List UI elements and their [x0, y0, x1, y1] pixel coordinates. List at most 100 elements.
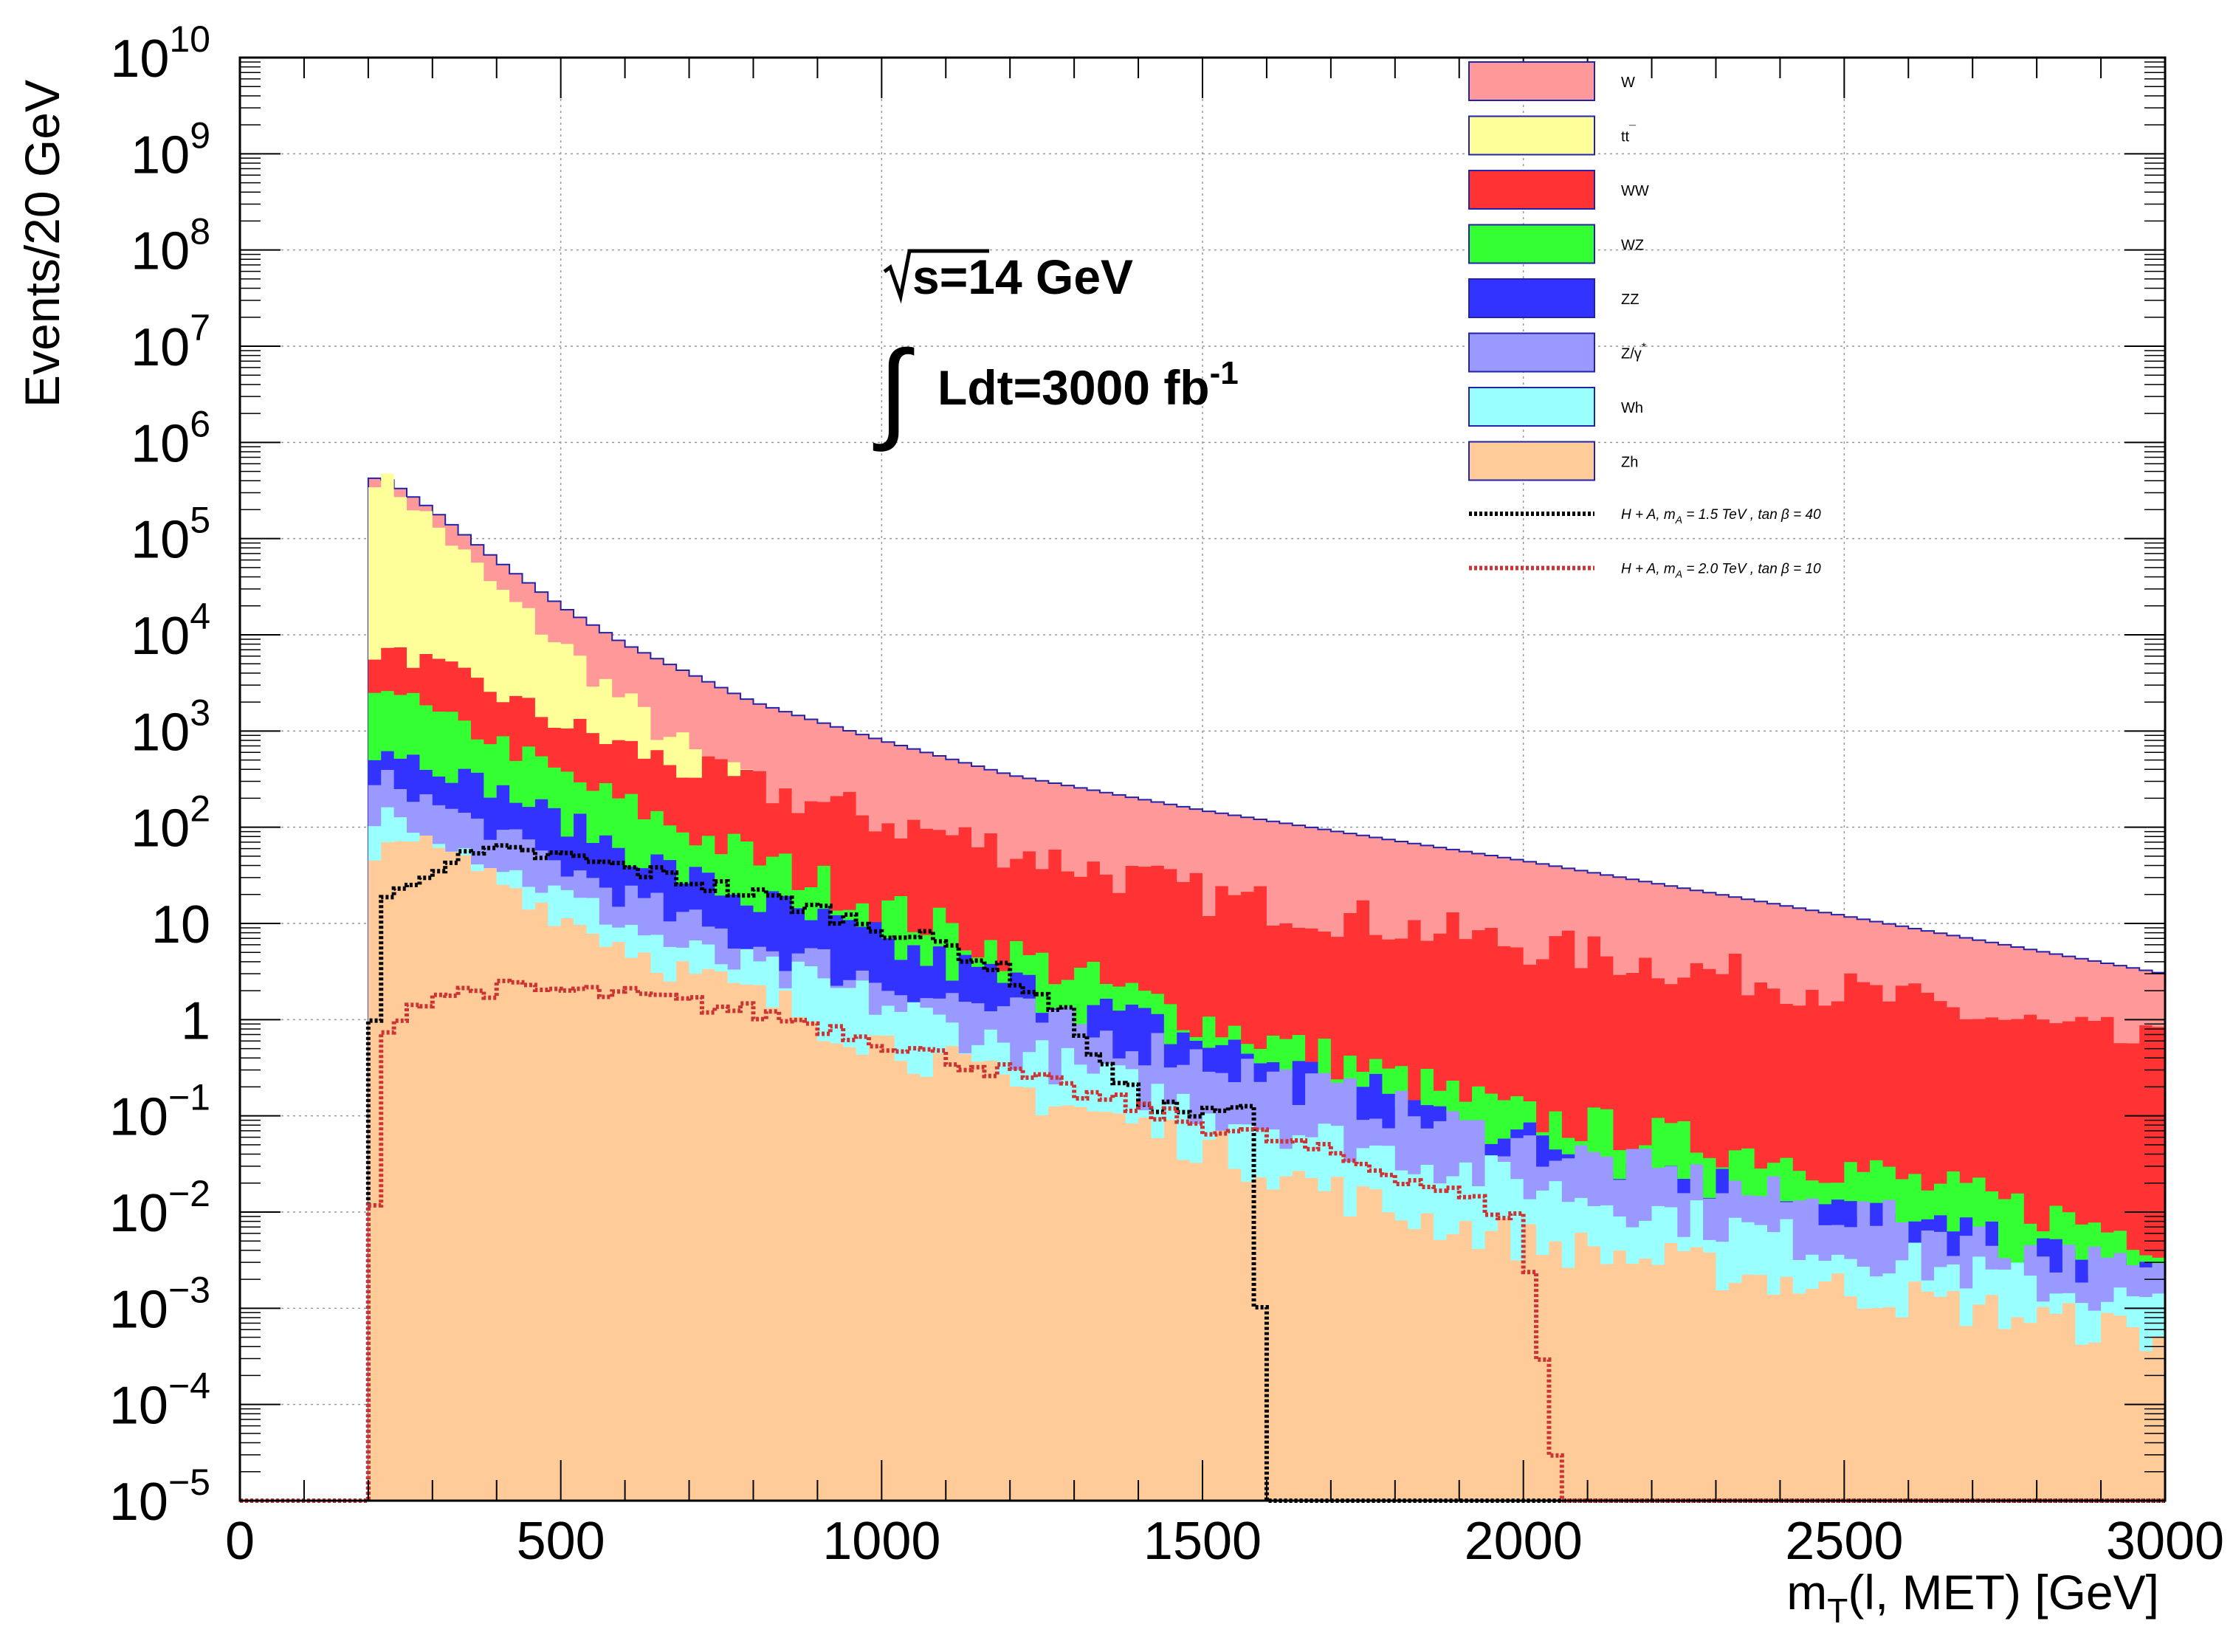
x-axis-label: mT(l, MET) [GeV] — [1786, 1565, 2159, 1630]
legend-label-text: Wh — [1621, 400, 1643, 416]
legend-label: W — [1621, 75, 1635, 91]
y-tick-label-base: 10 — [131, 799, 190, 858]
annotation-integral: ∫ — [873, 328, 915, 452]
y-tick-label: 108 — [131, 211, 210, 281]
legend-label: Z/γ* — [1621, 342, 1646, 362]
x-tick-label: 2000 — [1465, 1512, 1583, 1571]
legend-label-sub: A — [1675, 568, 1682, 580]
legend-label-text: tt — [1621, 129, 1630, 145]
y-tick-label-base: 10 — [109, 1184, 168, 1243]
legend-label-text: Z/γ — [1621, 346, 1642, 362]
legend-label-text: H + A, m — [1621, 562, 1676, 577]
legend-item-ttbar: tt¯ — [1468, 115, 1636, 156]
legend-label: WZ — [1621, 238, 1644, 254]
y-tick-label-base: 10 — [131, 318, 190, 377]
y-tick-label-base: 10 — [109, 1473, 168, 1532]
annotation-energy: s=14 GeV — [912, 249, 1133, 304]
legend-label-sub: A — [1675, 514, 1682, 526]
legend-label-text: Zh — [1621, 455, 1638, 471]
y-tick-label: 1010 — [110, 18, 210, 89]
legend-label-text: W — [1621, 75, 1635, 91]
y-tick-label-base: 10 — [131, 703, 190, 762]
annotation-luminosity: Ldt=3000 fb-1 — [937, 355, 1239, 415]
y-tick-label-base: 10 — [131, 125, 190, 185]
legend-label: tt¯ — [1621, 125, 1636, 145]
legend-swatch — [1468, 441, 1595, 481]
y-tick-label: 10−5 — [109, 1462, 210, 1532]
y-tick-label-base: 10 — [109, 1280, 168, 1339]
y-tick-label-exponent: −2 — [168, 1173, 210, 1214]
legend-swatch — [1468, 224, 1595, 264]
y-tick-label: 10−4 — [109, 1366, 210, 1436]
annotation-luminosity-text: Ldt=3000 fb — [937, 360, 1210, 415]
signal-sig2 — [240, 978, 2165, 1503]
legend-label: H + A, mA = 2.0 TeV , tan β = 10 — [1621, 562, 1821, 580]
legend-label-text: H + A, m — [1621, 507, 1676, 523]
legend-item-sig1: H + A, mA = 1.5 TeV , tan β = 40 — [1469, 507, 1821, 526]
x-tick-label: 0 — [225, 1512, 255, 1571]
y-tick-label-base: 10 — [131, 511, 190, 570]
x-tick-label: 2500 — [1785, 1512, 1903, 1571]
legend-swatch — [1468, 115, 1595, 156]
y-tick-label-exponent: 7 — [190, 307, 210, 348]
y-tick-label-base: 10 — [131, 414, 190, 473]
y-tick-label: 102 — [131, 788, 210, 858]
y-tick-labels: 10−510−410−310−210−111010210310410510610… — [109, 18, 210, 1532]
y-tick-label: 10−2 — [109, 1173, 210, 1243]
y-tick-label-base: 10 — [131, 222, 190, 281]
x-tick-label: 500 — [517, 1512, 605, 1571]
legend-swatch — [1468, 278, 1595, 318]
axis-ticks — [239, 57, 2166, 1501]
legend-label-sup: * — [1642, 342, 1646, 354]
y-tick-label: 105 — [131, 500, 210, 570]
y-tick-label: 109 — [131, 114, 210, 185]
legend-item-zgamma: Z/γ* — [1468, 332, 1646, 373]
legend-item-wh: Wh — [1468, 387, 1643, 427]
y-tick-label-exponent: −4 — [168, 1366, 210, 1407]
legend-item-wz: WZ — [1468, 224, 1644, 264]
y-tick-label-exponent: 9 — [190, 114, 210, 156]
legend-label-tail: = 2.0 TeV , tan β = 10 — [1682, 562, 1821, 577]
sqrt-symbol-icon — [883, 249, 989, 304]
y-tick-label: 10−1 — [109, 1077, 210, 1147]
legend-item-zh: Zh — [1468, 441, 1638, 481]
y-tick-label: 103 — [131, 692, 210, 762]
y-tick-label-exponent: 2 — [190, 788, 210, 830]
legend-label: Wh — [1621, 400, 1643, 416]
x-axis-label-rest: (l, MET) [GeV] — [1848, 1565, 2159, 1620]
y-tick-label-base: 10 — [109, 1377, 168, 1436]
legend-item-zz: ZZ — [1468, 278, 1639, 318]
y-tick-label-exponent: −5 — [168, 1462, 210, 1503]
legend-label: Zh — [1621, 455, 1638, 471]
legend-item-sig2: H + A, mA = 2.0 TeV , tan β = 10 — [1469, 562, 1821, 580]
y-tick-label-base: 10 — [110, 30, 169, 89]
legend: Wtt¯ WW WZ ZZ Z/γ* Wh Zh H + A, mA = 1.5 TeV , … — [1468, 61, 1821, 580]
x-tick-label: 1500 — [1143, 1512, 1262, 1571]
x-axis-label-main: m — [1786, 1565, 1827, 1620]
x-axis-label-sub: T — [1827, 1591, 1848, 1630]
y-tick-label-base: 10 — [131, 607, 190, 666]
y-tick-label: 106 — [131, 403, 210, 473]
y-tick-label-exponent: 8 — [190, 211, 210, 252]
y-axis-label: Events/20 GeV — [15, 80, 69, 407]
legend-label-text: WW — [1621, 183, 1649, 199]
legend-label: ZZ — [1621, 292, 1639, 308]
y-tick-label: 107 — [131, 307, 210, 377]
y-tick-label-exponent: −1 — [168, 1077, 210, 1118]
legend-label: H + A, mA = 1.5 TeV , tan β = 40 — [1621, 507, 1821, 526]
legend-item-ww: WW — [1468, 170, 1649, 210]
y-tick-label-exponent: 3 — [190, 692, 210, 733]
legend-swatch — [1468, 170, 1595, 210]
legend-item-w: W — [1468, 61, 1635, 101]
legend-label-text: WZ — [1621, 238, 1644, 254]
annotation: s=14 GeV ∫ Ldt=3000 fb-1 — [873, 249, 1239, 452]
legend-swatch — [1468, 332, 1595, 373]
x-tick-label: 3000 — [2106, 1512, 2224, 1571]
y-tick-label-exponent: 10 — [169, 18, 210, 60]
y-tick-label-base: 10 — [109, 1088, 168, 1147]
stacked-histograms — [367, 473, 2166, 1501]
y-tick-label-exponent: −3 — [168, 1269, 210, 1310]
y-tick-label: 1 — [181, 991, 210, 1050]
annotation-luminosity-sup: -1 — [1210, 355, 1239, 391]
